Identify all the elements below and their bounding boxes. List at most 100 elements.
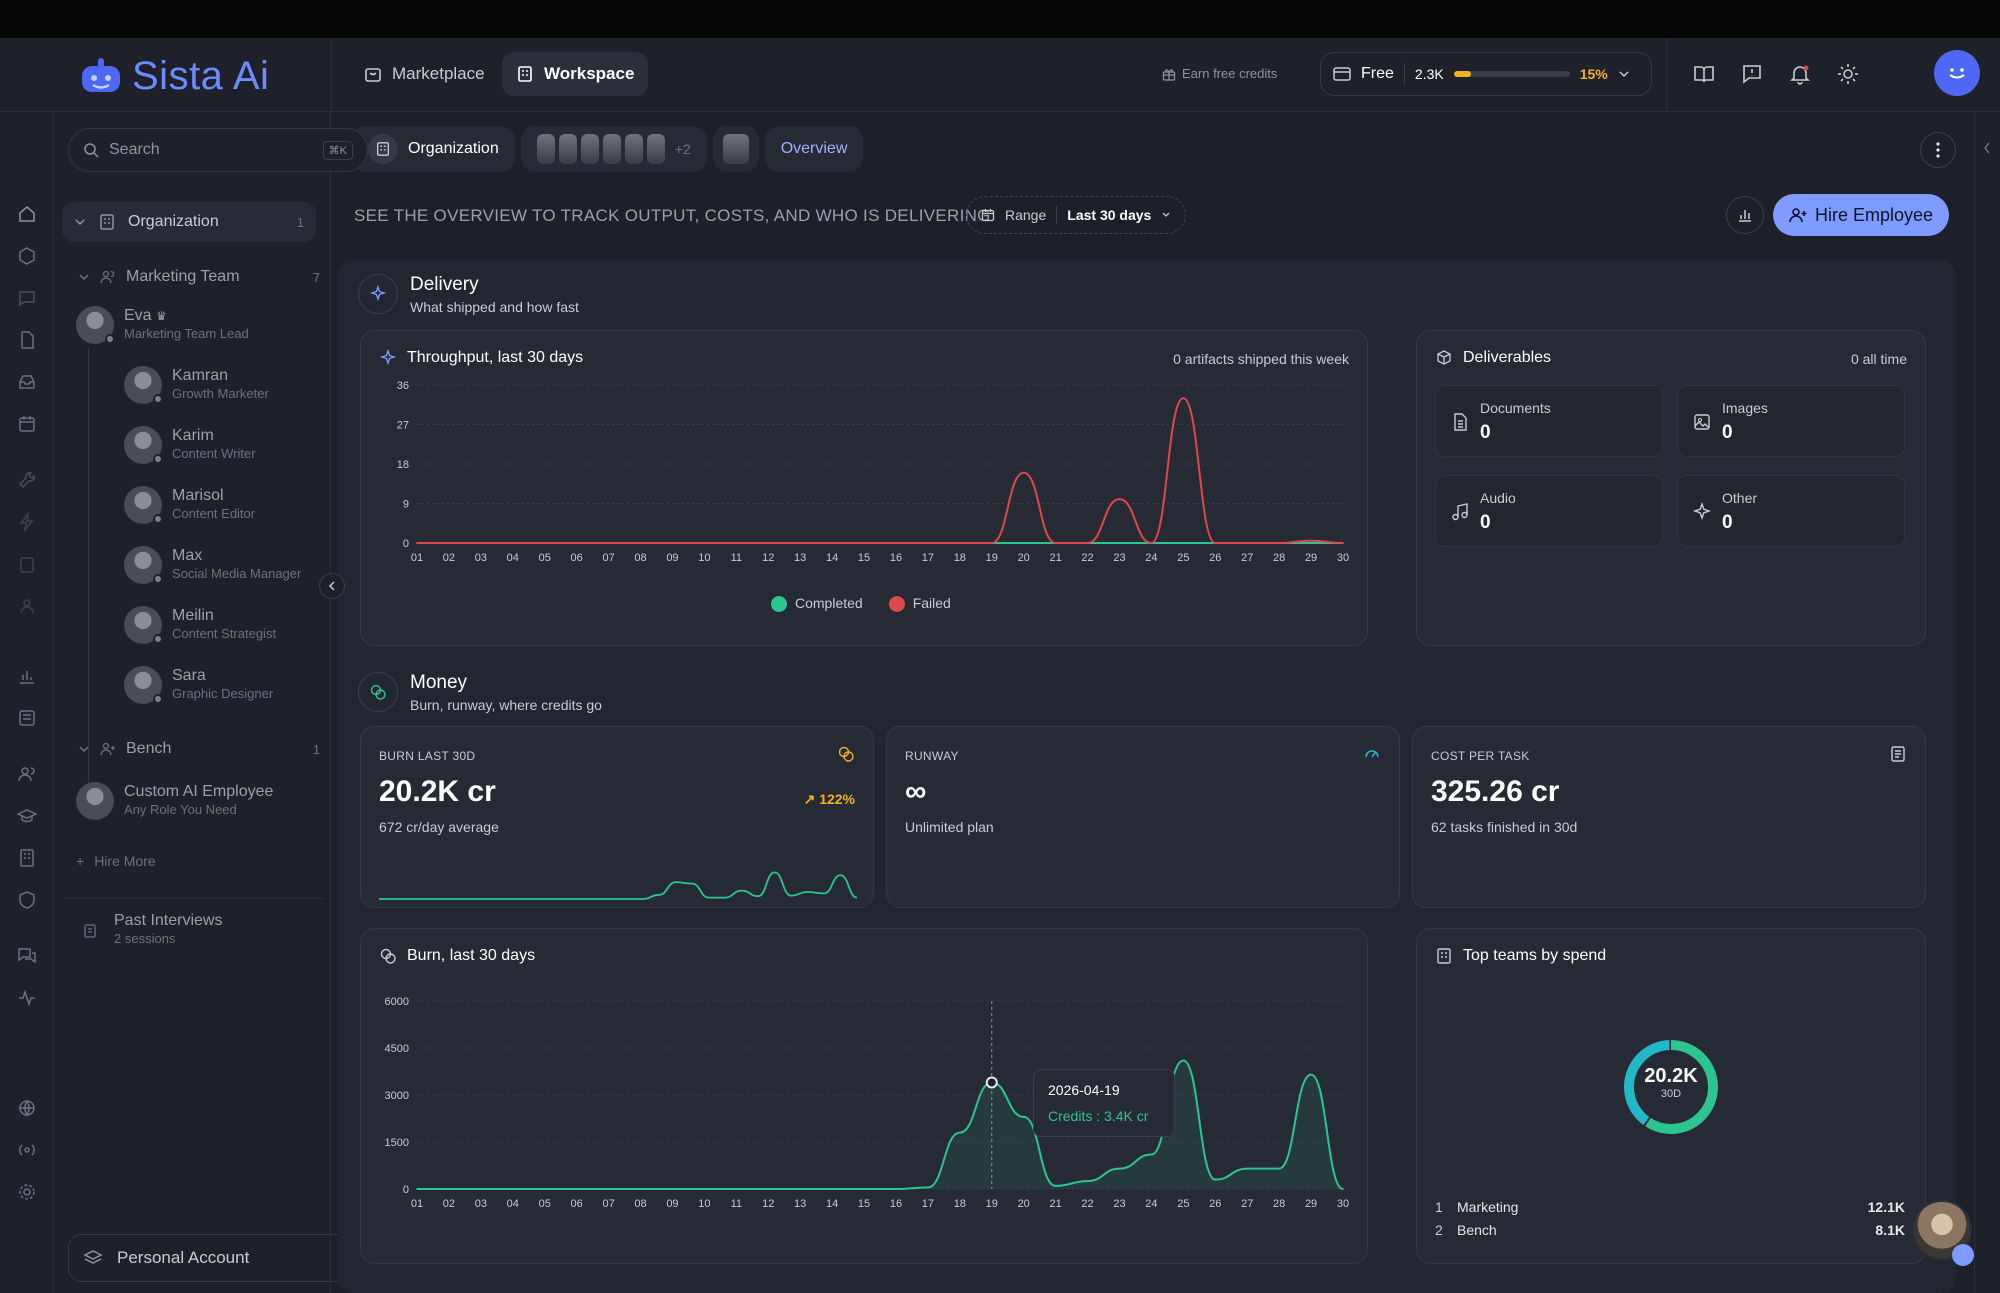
data-point: [607, 542, 610, 544]
tab-member[interactable]: [712, 126, 759, 172]
hire-more-button[interactable]: + Hire More: [76, 853, 156, 869]
deliverable-audio[interactable]: Audio 0: [1435, 475, 1663, 547]
x-tick-label: 18: [954, 1198, 966, 1210]
hire-employee-button[interactable]: Hire Employee: [1773, 194, 1950, 236]
bolt-icon[interactable]: [17, 512, 37, 532]
broadcast-icon[interactable]: [17, 1140, 37, 1160]
sidebar-past-interviews[interactable]: Past Interviews 2 sessions: [82, 912, 222, 948]
sidebar-person-karim[interactable]: Karim Content Writer: [124, 426, 256, 464]
chat-icon[interactable]: [17, 288, 37, 308]
money-title: Money: [410, 672, 468, 693]
deliverable-documents[interactable]: Documents 0: [1435, 385, 1663, 457]
nav-marketplace[interactable]: Marketplace: [350, 52, 499, 96]
top-teams-title-text: Top teams by spend: [1463, 947, 1607, 964]
chart-tooltip: 2026-04-19 Credits : 3.4K cr: [1033, 1069, 1175, 1137]
range-selector[interactable]: Range Last 30 days: [966, 196, 1187, 234]
calendar-icon[interactable]: [17, 414, 37, 434]
sidebar-person-kamran[interactable]: Kamran Growth Marketer: [124, 366, 269, 404]
data-point: [831, 1188, 833, 1190]
sidebar-person-meilin[interactable]: Meilin Content Strategist: [124, 606, 276, 644]
x-tick-label: 19: [986, 552, 998, 564]
chevron-left-icon[interactable]: [1982, 142, 1992, 154]
graduation-icon[interactable]: [17, 806, 37, 826]
tab-organization-label: Organization: [408, 140, 499, 157]
tab-overview[interactable]: Overview: [764, 126, 864, 172]
globe-icon[interactable]: [17, 1098, 37, 1118]
burn-sparkline: [378, 871, 858, 900]
bell-icon[interactable]: [1788, 62, 1812, 86]
data-point: [1342, 542, 1344, 544]
chevron-down-icon: [1619, 71, 1629, 78]
person-role: Content Writer: [172, 446, 256, 461]
team-row[interactable]: 2 Bench 8.1K: [1435, 1222, 1905, 1238]
x-tick-label: 10: [698, 1198, 710, 1210]
book-icon[interactable]: [1692, 62, 1716, 86]
chat-bubble-icon[interactable]: [1952, 1244, 1974, 1266]
home-icon[interactable]: [17, 204, 37, 224]
search-input[interactable]: Search ⌘K: [68, 128, 368, 172]
messages-icon[interactable]: [17, 946, 37, 966]
sidebar-item-organization[interactable]: Organization 1: [62, 202, 316, 242]
clipboard-icon[interactable]: [17, 554, 37, 574]
y-tick-label: 36: [397, 380, 409, 392]
tab-team-members[interactable]: +2: [520, 126, 707, 172]
tab-organization[interactable]: Organization: [352, 126, 515, 172]
chevron-down-icon: [75, 219, 85, 226]
person-icon[interactable]: [17, 596, 37, 616]
nav-workspace[interactable]: Workspace: [502, 52, 649, 96]
x-tick-label: 05: [539, 552, 551, 564]
data-point: [735, 1188, 738, 1190]
shield-icon[interactable]: [17, 890, 37, 910]
earn-credits-link[interactable]: Earn free credits: [1162, 66, 1277, 81]
chart-view-button[interactable]: [1726, 196, 1764, 234]
wrench-icon[interactable]: [17, 470, 37, 490]
users-icon[interactable]: [17, 764, 37, 784]
file-icon[interactable]: [17, 330, 37, 350]
x-tick-label: 08: [634, 1198, 646, 1210]
legend-failed[interactable]: Failed: [888, 595, 951, 613]
plan-usage[interactable]: Free 2.3K 15%: [1320, 52, 1652, 96]
account-switcher[interactable]: Personal Account: [68, 1234, 368, 1282]
legend-completed[interactable]: Completed: [771, 595, 863, 613]
sidebar-person-sara[interactable]: Sara Graphic Designer: [124, 666, 273, 704]
logo[interactable]: Sista Ai: [78, 54, 269, 99]
team-row[interactable]: 1 Marketing 12.1K: [1435, 1199, 1905, 1215]
sidebar-item-bench[interactable]: Bench 1: [78, 740, 320, 758]
x-tick-label: 06: [571, 552, 583, 564]
sidebar-person-eva[interactable]: Eva ♛ Marketing Team Lead: [76, 306, 249, 344]
data-point: [927, 542, 929, 544]
gear-icon[interactable]: [17, 1182, 37, 1202]
sun-icon[interactable]: [1836, 62, 1860, 86]
member-avatar: [646, 134, 665, 164]
data-point: [767, 542, 770, 544]
sidebar-collapse-button[interactable]: [319, 573, 345, 599]
deliverable-value: 0: [1480, 422, 1491, 443]
x-tick-label: 08: [634, 552, 646, 564]
sidebar-person-custom-ai[interactable]: Custom AI Employee Any Role You Need: [76, 782, 273, 820]
usage-bar-fill: [1453, 71, 1472, 77]
sidebar-person-marisol[interactable]: Marisol Content Editor: [124, 486, 255, 524]
deliverable-value: 0: [1480, 512, 1491, 533]
x-tick-label: 02: [443, 1198, 455, 1210]
more-options-button[interactable]: [1920, 132, 1956, 168]
deliverable-images[interactable]: Images 0: [1677, 385, 1905, 457]
sidebar-person-max[interactable]: Max Social Media Manager: [124, 546, 301, 584]
coins-icon: [380, 948, 396, 964]
cube-icon[interactable]: [17, 246, 37, 266]
x-tick-label: 24: [1145, 552, 1157, 564]
avatar: [124, 606, 163, 644]
person-role: Graphic Designer: [172, 686, 274, 701]
inbox-icon[interactable]: [17, 372, 37, 392]
nav-marketplace-label: Marketplace: [392, 64, 485, 83]
org-icon[interactable]: [17, 848, 37, 868]
data-point: [575, 542, 578, 544]
deliverable-other[interactable]: Other 0: [1677, 475, 1905, 547]
feedback-icon[interactable]: [1740, 62, 1764, 86]
ledger-icon[interactable]: [17, 708, 37, 728]
sidebar-item-marketing-team[interactable]: Marketing Team 7: [78, 268, 320, 286]
activity-icon[interactable]: [17, 988, 37, 1008]
user-avatar[interactable]: [1934, 50, 1980, 96]
data-point: [1310, 540, 1312, 542]
chart-bar-icon[interactable]: [17, 666, 37, 686]
